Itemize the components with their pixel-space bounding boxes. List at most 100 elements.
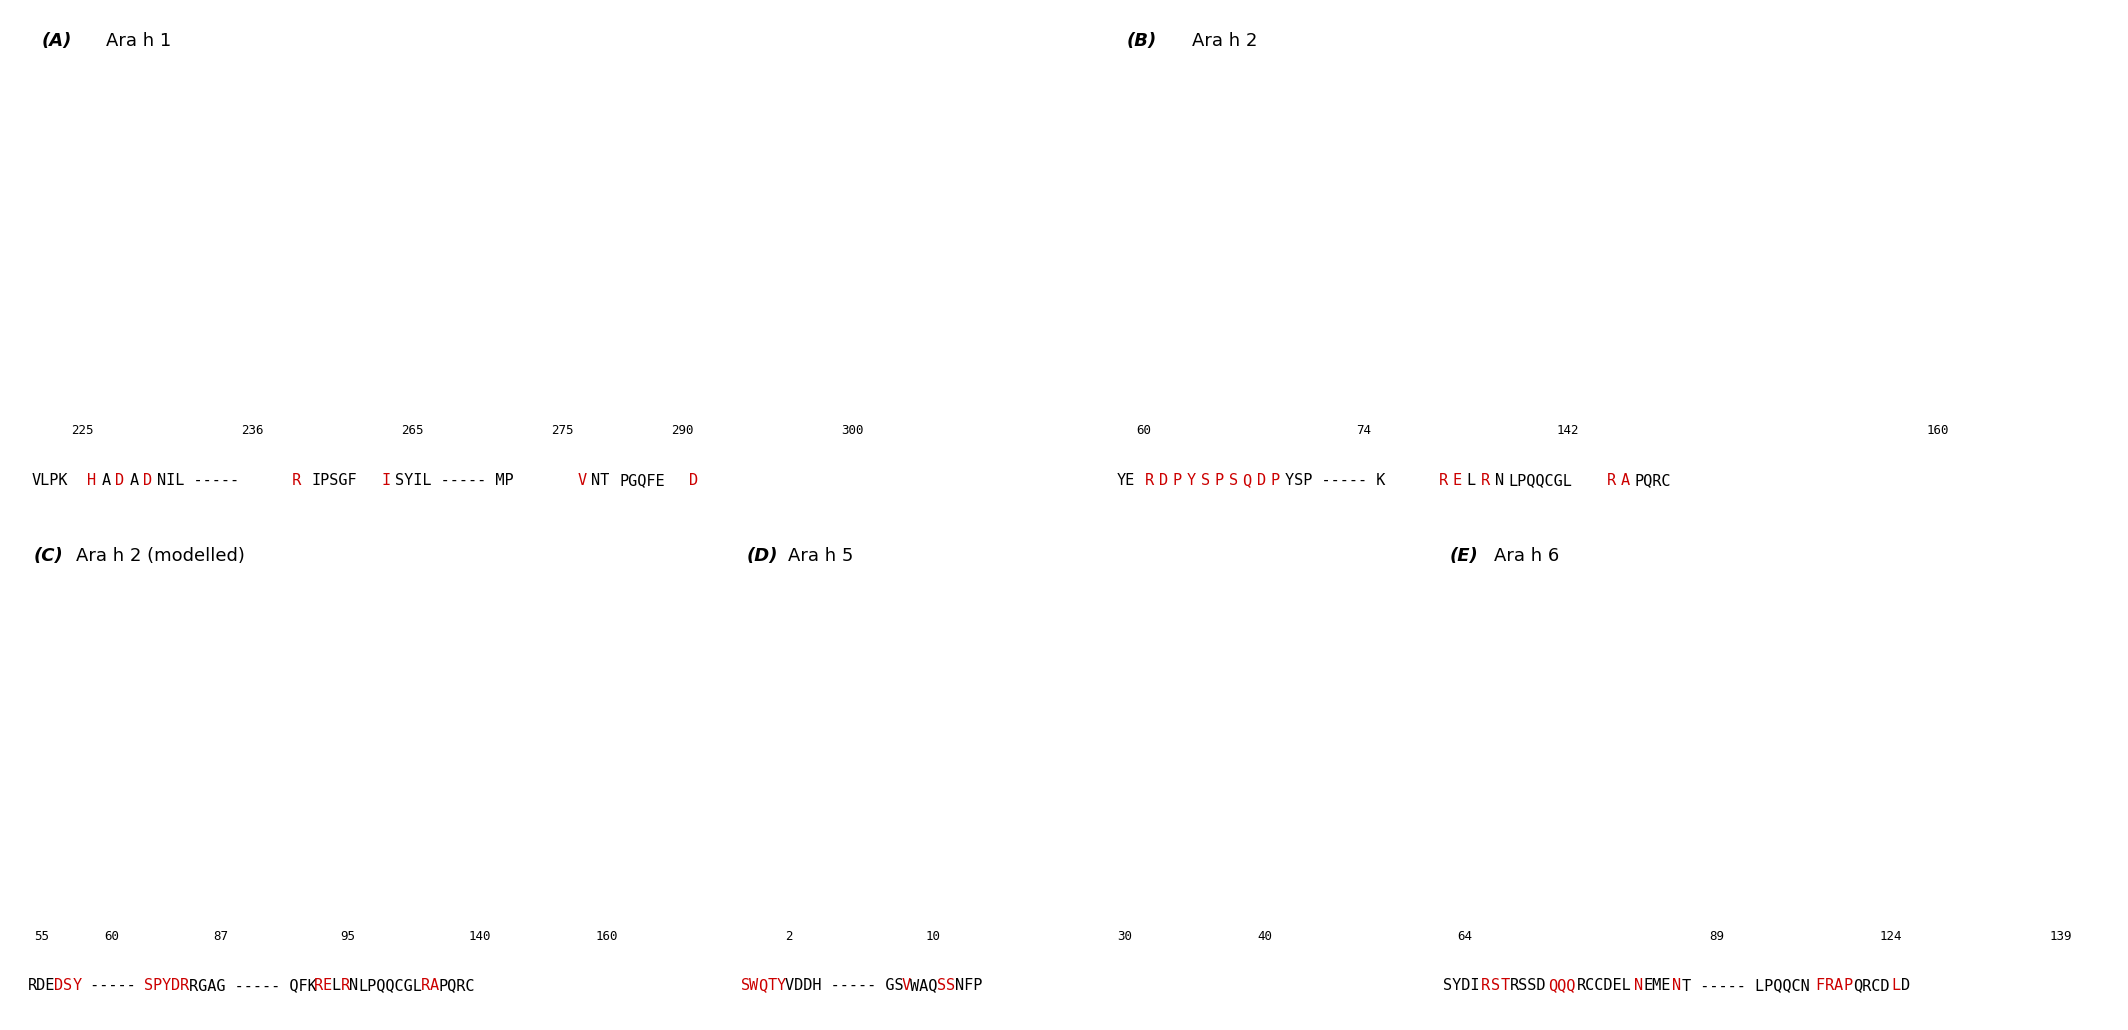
Text: 60: 60	[104, 930, 119, 943]
Text: Ara h 2: Ara h 2	[1192, 32, 1258, 50]
Text: LPQQCGL: LPQQCGL	[358, 978, 421, 993]
Text: PQRC: PQRC	[1634, 473, 1670, 488]
Text: S: S	[741, 978, 749, 993]
Text: R: R	[1481, 473, 1490, 488]
Text: (B): (B)	[1126, 32, 1158, 50]
Text: LPQQCGL: LPQQCGL	[1509, 473, 1573, 488]
Text: S: S	[145, 978, 153, 993]
Text: (E): (E)	[1449, 547, 1479, 564]
Text: EME: EME	[1643, 978, 1670, 993]
Text: L: L	[332, 978, 340, 993]
Text: R: R	[1481, 978, 1490, 993]
Text: R: R	[340, 978, 349, 993]
Text: A: A	[1834, 978, 1843, 993]
Text: D: D	[1900, 978, 1911, 993]
Text: V: V	[902, 978, 911, 993]
Text: H: H	[87, 473, 96, 488]
Text: T ----- LPQQCN: T ----- LPQQCN	[1681, 978, 1809, 993]
Text: 124: 124	[1879, 930, 1902, 943]
Text: 225: 225	[72, 423, 94, 437]
Text: S: S	[64, 978, 72, 993]
Text: D: D	[115, 473, 123, 488]
Text: PQRC: PQRC	[438, 978, 475, 993]
Text: L: L	[1466, 473, 1475, 488]
Text: RGAG ----- QFK: RGAG ----- QFK	[189, 978, 317, 993]
Text: T: T	[768, 978, 777, 993]
Text: Y: Y	[1187, 473, 1196, 488]
Text: S: S	[1200, 473, 1209, 488]
Text: 290: 290	[672, 423, 694, 437]
Text: A: A	[1622, 473, 1630, 488]
Text: S: S	[1228, 473, 1238, 488]
Text: QRCD: QRCD	[1853, 978, 1890, 993]
Text: R: R	[1607, 473, 1615, 488]
Text: Y: Y	[72, 978, 81, 993]
Text: W: W	[749, 978, 758, 993]
Text: I: I	[381, 473, 389, 488]
Text: 60: 60	[1136, 423, 1151, 437]
Text: F: F	[1815, 978, 1824, 993]
Text: PGQFE: PGQFE	[619, 473, 666, 488]
Text: S: S	[936, 978, 947, 993]
Text: YE: YE	[1117, 473, 1134, 488]
Text: Q: Q	[1243, 473, 1251, 488]
Text: IPSGF: IPSGF	[311, 473, 358, 488]
Text: Ara h 5: Ara h 5	[787, 547, 853, 564]
Text: D: D	[170, 978, 179, 993]
Text: 160: 160	[596, 930, 619, 943]
Text: S: S	[947, 978, 955, 993]
Text: P: P	[153, 978, 162, 993]
Text: E: E	[1453, 473, 1462, 488]
Text: 139: 139	[2049, 930, 2073, 943]
Text: SYIL ----- MP: SYIL ----- MP	[396, 473, 515, 488]
Text: 142: 142	[1556, 423, 1579, 437]
Text: 30: 30	[1117, 930, 1132, 943]
Text: D: D	[1158, 473, 1168, 488]
Text: VDDH ----- GS: VDDH ----- GS	[785, 978, 904, 993]
Text: R: R	[1824, 978, 1834, 993]
Text: R: R	[1439, 473, 1447, 488]
Text: RDE: RDE	[28, 978, 55, 993]
Text: Ara h 6: Ara h 6	[1494, 547, 1560, 564]
Text: S: S	[1492, 978, 1500, 993]
Text: L: L	[1892, 978, 1900, 993]
Text: 300: 300	[841, 423, 864, 437]
Text: QQQ: QQQ	[1547, 978, 1575, 993]
Text: 64: 64	[1458, 930, 1473, 943]
Text: 140: 140	[468, 930, 492, 943]
Text: V: V	[577, 473, 587, 488]
Text: 87: 87	[213, 930, 228, 943]
Text: Y: Y	[162, 978, 170, 993]
Text: WAQ: WAQ	[911, 978, 938, 993]
Text: SYDI: SYDI	[1443, 978, 1479, 993]
Text: 2: 2	[785, 930, 794, 943]
Text: R: R	[421, 978, 430, 993]
Text: VLPK: VLPK	[32, 473, 68, 488]
Text: YSP ----- K: YSP ----- K	[1285, 473, 1385, 488]
Text: R: R	[1145, 473, 1153, 488]
Text: A: A	[130, 473, 138, 488]
Text: D: D	[689, 473, 698, 488]
Text: -----: -----	[81, 978, 145, 993]
Text: P: P	[1215, 473, 1224, 488]
Text: P: P	[1173, 473, 1181, 488]
Text: 160: 160	[1926, 423, 1949, 437]
Text: (D): (D)	[747, 547, 779, 564]
Text: P: P	[1843, 978, 1853, 993]
Text: Ara h 2 (modelled): Ara h 2 (modelled)	[77, 547, 245, 564]
Text: N: N	[349, 978, 358, 993]
Text: D: D	[143, 473, 153, 488]
Text: A: A	[102, 473, 111, 488]
Text: 236: 236	[240, 423, 264, 437]
Text: T: T	[1500, 978, 1509, 993]
Text: RSSD: RSSD	[1511, 978, 1547, 993]
Text: P: P	[1270, 473, 1279, 488]
Text: NIL -----: NIL -----	[157, 473, 240, 488]
Text: A: A	[430, 978, 438, 993]
Text: 275: 275	[551, 423, 575, 437]
Text: Y: Y	[777, 978, 785, 993]
Text: R: R	[313, 978, 323, 993]
Text: 89: 89	[1709, 930, 1724, 943]
Text: N: N	[1634, 978, 1643, 993]
Text: NFP: NFP	[955, 978, 983, 993]
